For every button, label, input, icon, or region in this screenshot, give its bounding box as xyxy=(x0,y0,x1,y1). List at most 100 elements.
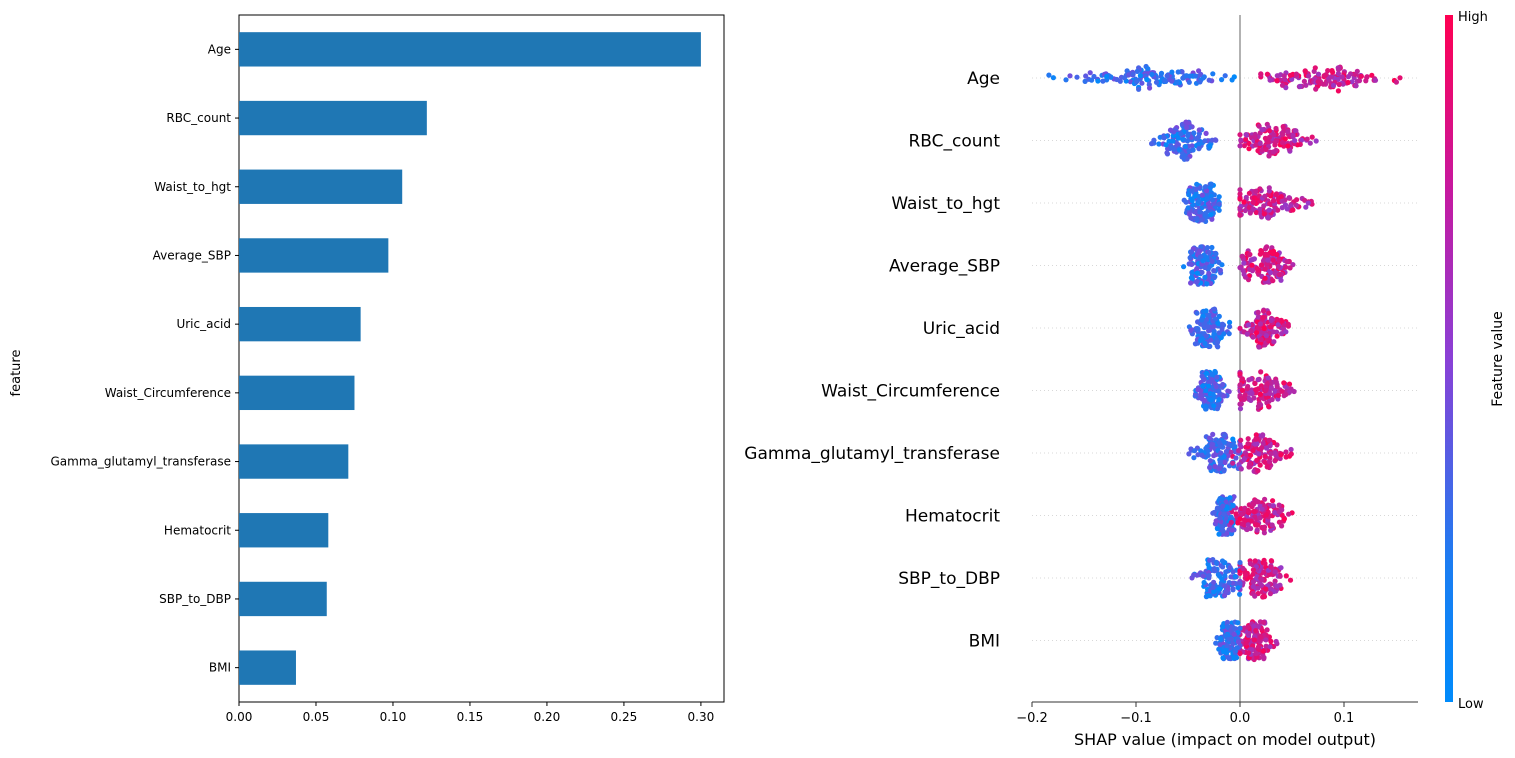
bar-y-tick-label: Waist_Circumference xyxy=(105,386,231,400)
bar-y-tick-label: BMI xyxy=(209,661,231,675)
shap-dot xyxy=(1227,324,1233,330)
shap-dot xyxy=(1255,624,1261,630)
shap-dot xyxy=(1268,558,1274,564)
shap-dot xyxy=(1267,591,1273,597)
shap-dot xyxy=(1181,197,1187,203)
shap-dot xyxy=(1313,86,1319,92)
shap-dot xyxy=(1215,344,1221,350)
shap-dot xyxy=(1286,381,1293,387)
bar-y-tick-label: Age xyxy=(208,42,231,56)
shap-dot xyxy=(1247,461,1253,467)
shap-dot xyxy=(1306,73,1312,79)
shap-dot xyxy=(1257,141,1263,147)
shap-dot xyxy=(1307,140,1313,146)
bar-y-tick-label: Waist_to_hgt xyxy=(154,180,231,194)
shap-dot xyxy=(1224,619,1230,626)
shap-dot xyxy=(1261,530,1267,536)
shap-dot xyxy=(1207,464,1213,471)
shap-dot xyxy=(1268,638,1274,644)
shap-dot xyxy=(1200,573,1206,579)
shap-dot xyxy=(1262,561,1268,567)
shap-dot xyxy=(1261,619,1267,626)
shap-dot xyxy=(1210,71,1216,77)
shap-dot xyxy=(1267,201,1273,207)
shap-dot xyxy=(1196,146,1202,152)
shap-dot xyxy=(1209,371,1215,377)
shap-dot xyxy=(1199,317,1205,323)
shap-dot xyxy=(1241,199,1247,205)
shap-dot xyxy=(1223,632,1229,638)
shap-dot xyxy=(1224,643,1230,649)
shap-dot xyxy=(1353,83,1359,89)
shap-dot xyxy=(1288,446,1294,453)
shap-dot xyxy=(1340,81,1346,87)
bar-y-ticks: Age RBC_count Waist_to_hgt Average_SBP Uric_… xyxy=(50,42,239,675)
shap-dot xyxy=(1255,522,1261,528)
shap-dot xyxy=(1189,188,1195,194)
shap-dot xyxy=(1270,329,1276,335)
shap-dot xyxy=(1245,508,1251,514)
shap-dot xyxy=(1114,76,1120,83)
shap-dot xyxy=(1137,73,1143,79)
shap-dot xyxy=(1206,435,1213,441)
shap-dot xyxy=(1208,397,1214,403)
shap-dot xyxy=(1335,66,1342,73)
shap-dot xyxy=(1193,136,1199,142)
shap-dot xyxy=(1397,75,1403,81)
colorbar-low-label: Low xyxy=(1458,697,1484,712)
shap-dot xyxy=(1254,457,1260,463)
shap-dot xyxy=(1226,655,1232,662)
shap-feature-label: Average_SBP xyxy=(889,257,1000,277)
shap-dot xyxy=(1273,379,1279,385)
shap-dot xyxy=(1218,636,1224,642)
shap-dot xyxy=(1204,196,1210,202)
shap-dot xyxy=(1255,403,1262,409)
shap-dot xyxy=(1213,384,1219,390)
shap-dot xyxy=(1197,337,1204,343)
shap-dot xyxy=(1339,74,1345,80)
shap-dot xyxy=(1276,258,1282,264)
shap-row-gridlines xyxy=(1032,77,1418,641)
shap-dot xyxy=(1237,650,1243,657)
shap-dot xyxy=(1209,197,1216,203)
shap-dot xyxy=(1275,207,1281,213)
shap-dot xyxy=(1074,74,1080,80)
shap-dot xyxy=(1194,278,1200,284)
shap-dot xyxy=(1270,257,1276,263)
bar-hematocrit xyxy=(239,513,329,548)
shap-dot xyxy=(1219,496,1225,502)
shap-dot xyxy=(1206,270,1212,277)
shap-dot xyxy=(1204,281,1210,287)
shap-dot xyxy=(1269,396,1275,403)
shap-dot xyxy=(1188,327,1194,333)
shap-dot xyxy=(1283,264,1289,270)
shap-dot xyxy=(1270,149,1277,155)
shap-dot xyxy=(1261,325,1267,332)
shap-dot xyxy=(1063,77,1069,83)
shap-dot xyxy=(1268,564,1274,570)
shap-dot xyxy=(1305,200,1311,206)
shap-dot xyxy=(1274,333,1280,339)
shap-dot xyxy=(1206,573,1212,579)
shap-dot xyxy=(1303,204,1309,210)
shap-dot xyxy=(1205,593,1211,599)
shap-dot xyxy=(1268,270,1274,276)
shap-dot xyxy=(1214,374,1220,380)
shap-dot xyxy=(1259,445,1265,451)
shap-dot xyxy=(1222,73,1228,79)
shap-dot xyxy=(1245,441,1251,447)
shap-dot xyxy=(1229,636,1235,642)
shap-dot xyxy=(1258,248,1265,254)
shap-dot xyxy=(1139,80,1145,86)
shap-feature-labels: Age RBC_count Waist_to_hgt Average_SBP Uric_… xyxy=(744,69,1000,652)
shap-dot xyxy=(1281,73,1287,79)
bar-x-tick-label: 0.20 xyxy=(534,710,561,724)
shap-dot xyxy=(1212,137,1218,143)
shap-dot xyxy=(1186,79,1192,85)
shap-dot xyxy=(1210,584,1216,591)
shap-dot xyxy=(1259,582,1265,588)
bar-x-tick-label: 0.10 xyxy=(380,710,407,724)
shap-x-tick-label: −0.2 xyxy=(1016,711,1048,726)
shap-dot xyxy=(1201,579,1207,586)
